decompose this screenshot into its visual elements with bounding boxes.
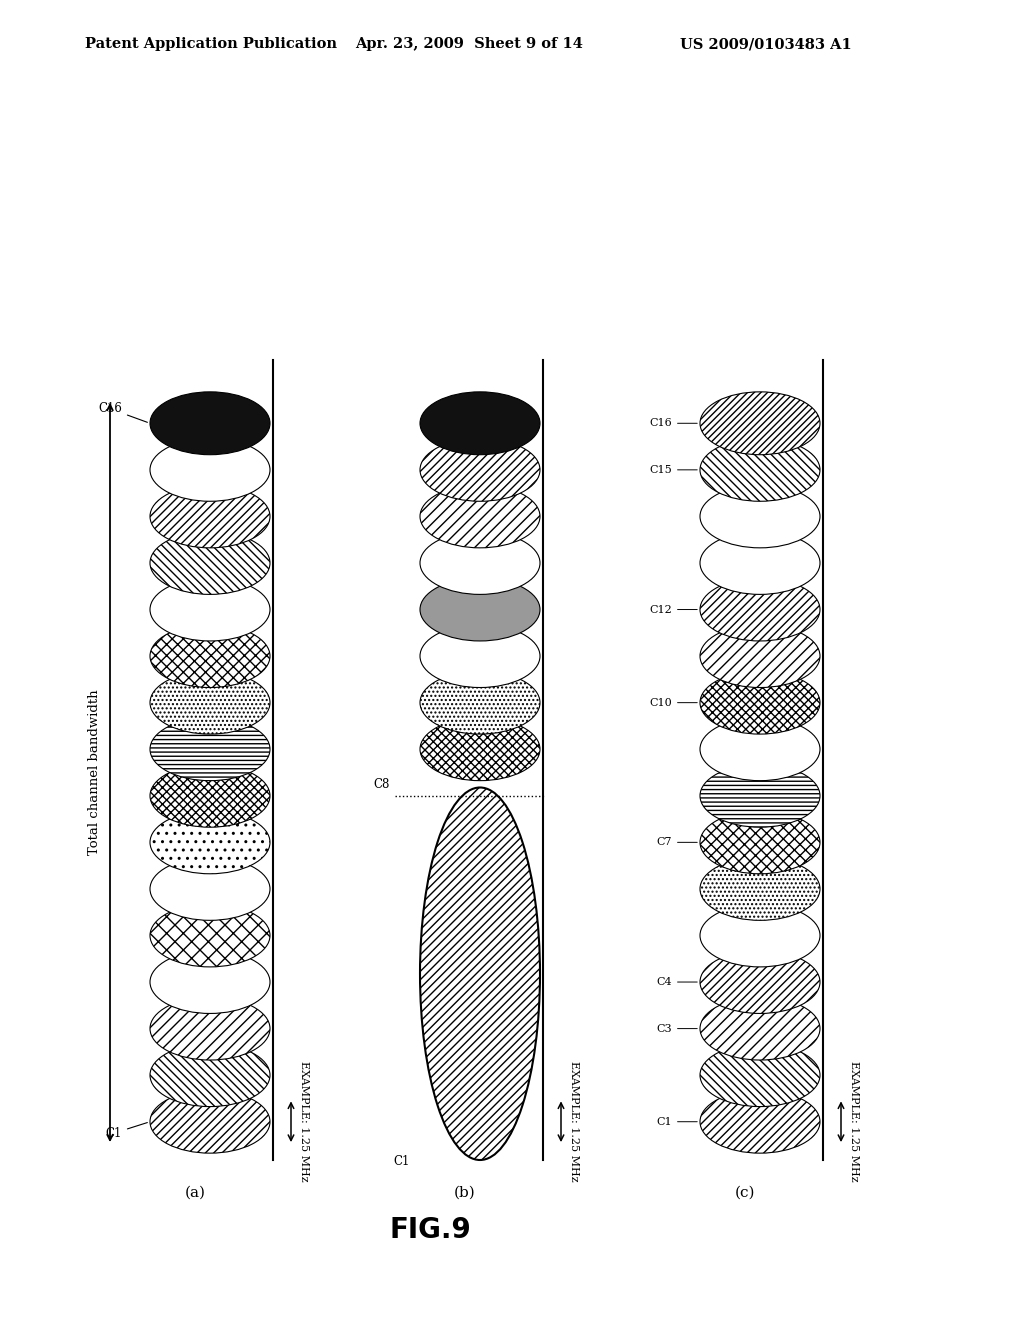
Text: C10: C10 xyxy=(649,698,697,708)
Ellipse shape xyxy=(700,950,820,1014)
Text: C4: C4 xyxy=(656,977,697,987)
Ellipse shape xyxy=(150,484,270,548)
Ellipse shape xyxy=(420,624,540,688)
Ellipse shape xyxy=(700,810,820,874)
Text: Patent Application Publication: Patent Application Publication xyxy=(85,37,337,51)
Text: (a): (a) xyxy=(184,1185,206,1200)
Ellipse shape xyxy=(150,810,270,874)
Text: C16: C16 xyxy=(98,403,147,422)
Ellipse shape xyxy=(150,858,270,920)
Ellipse shape xyxy=(700,578,820,642)
Ellipse shape xyxy=(700,1090,820,1154)
Ellipse shape xyxy=(700,904,820,966)
Ellipse shape xyxy=(150,904,270,966)
Ellipse shape xyxy=(700,392,820,454)
Ellipse shape xyxy=(150,1090,270,1154)
Ellipse shape xyxy=(150,624,270,688)
Text: C8: C8 xyxy=(374,777,390,791)
Text: EXAMPLE: 1.25 MHz: EXAMPLE: 1.25 MHz xyxy=(849,1061,859,1181)
Text: C16: C16 xyxy=(649,418,697,428)
Ellipse shape xyxy=(420,578,540,642)
Ellipse shape xyxy=(420,718,540,780)
Text: C1: C1 xyxy=(656,1117,697,1127)
Text: EXAMPLE: 1.25 MHz: EXAMPLE: 1.25 MHz xyxy=(569,1061,579,1181)
Ellipse shape xyxy=(700,1044,820,1106)
Text: (c): (c) xyxy=(735,1185,756,1200)
Text: C12: C12 xyxy=(649,605,697,615)
Ellipse shape xyxy=(700,484,820,548)
Text: C1: C1 xyxy=(105,1122,147,1139)
Text: FIG.9: FIG.9 xyxy=(389,1216,471,1243)
Ellipse shape xyxy=(700,624,820,688)
Ellipse shape xyxy=(420,532,540,594)
Ellipse shape xyxy=(700,718,820,780)
Ellipse shape xyxy=(150,438,270,502)
Ellipse shape xyxy=(700,438,820,502)
Ellipse shape xyxy=(420,438,540,502)
Text: C3: C3 xyxy=(656,1023,697,1034)
Ellipse shape xyxy=(150,764,270,828)
Text: Total channel bandwidth: Total channel bandwidth xyxy=(87,689,100,855)
Ellipse shape xyxy=(700,858,820,920)
Ellipse shape xyxy=(150,718,270,780)
Ellipse shape xyxy=(420,788,540,1160)
Ellipse shape xyxy=(700,997,820,1060)
Text: US 2009/0103483 A1: US 2009/0103483 A1 xyxy=(680,37,852,51)
Ellipse shape xyxy=(700,532,820,594)
Ellipse shape xyxy=(150,950,270,1014)
Ellipse shape xyxy=(150,578,270,642)
Ellipse shape xyxy=(420,672,540,734)
Text: C7: C7 xyxy=(656,837,697,847)
Ellipse shape xyxy=(150,672,270,734)
Text: C15: C15 xyxy=(649,465,697,475)
Ellipse shape xyxy=(150,392,270,454)
Text: EXAMPLE: 1.25 MHz: EXAMPLE: 1.25 MHz xyxy=(299,1061,309,1181)
Ellipse shape xyxy=(420,484,540,548)
Ellipse shape xyxy=(150,997,270,1060)
Text: (b): (b) xyxy=(454,1185,476,1200)
Text: Apr. 23, 2009  Sheet 9 of 14: Apr. 23, 2009 Sheet 9 of 14 xyxy=(355,37,583,51)
Ellipse shape xyxy=(700,764,820,828)
Ellipse shape xyxy=(150,1044,270,1106)
Ellipse shape xyxy=(420,392,540,454)
Ellipse shape xyxy=(150,532,270,594)
Ellipse shape xyxy=(700,672,820,734)
Text: C1: C1 xyxy=(393,1155,410,1168)
